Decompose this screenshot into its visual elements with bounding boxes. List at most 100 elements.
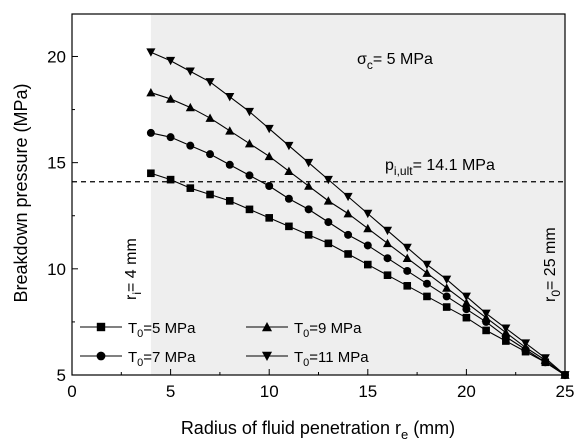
data-point-series-2 [382,238,393,248]
data-point-series-2 [146,88,156,97]
data-point-series-0 [442,303,451,311]
data-point-series-3 [225,93,235,102]
data-point-series-3 [205,78,215,87]
data-point-series-0 [482,326,490,335]
data-point-series-1 [324,218,333,227]
data-point-series-0 [344,250,352,258]
data-point-series-1 [186,141,195,150]
pi-ult-label: pi,ult= 14.1 MPa [385,157,495,178]
series-line-0 [150,172,566,376]
data-point-series-3 [481,309,491,318]
data-point-series-3 [442,275,452,285]
y-tick-label-10: 10 [47,260,66,279]
data-point-series-1 [344,230,353,239]
data-point-series-2 [363,223,373,233]
data-point-series-2 [422,268,432,277]
data-point-series-0 [403,282,412,290]
data-point-series-0 [186,184,195,192]
y-tick-label-20: 20 [47,47,66,66]
data-point-series-2 [225,126,235,135]
data-point-series-1 [245,171,254,180]
legend-marker-2 [96,351,106,361]
data-point-series-3 [363,209,373,219]
y-tick-label-15: 15 [47,154,66,173]
data-point-series-0 [285,222,293,231]
data-point-series-3 [501,324,511,333]
data-point-series-1 [403,266,412,275]
legend-item-t0-7: T0=7 MPa [128,349,196,369]
data-point-series-2 [402,253,412,263]
data-point-series-1 [422,279,431,288]
x-tick-label-25: 25 [556,382,575,401]
data-point-series-1 [304,205,313,214]
data-point-series-3 [521,339,531,348]
data-point-series-1 [166,133,175,142]
data-point-series-0 [502,337,510,345]
data-point-series-2 [185,102,195,112]
data-point-series-1 [146,128,155,137]
shaded-region [150,14,565,375]
plot-frame [71,13,566,376]
data-point-series-0 [265,214,273,222]
legend-marker-1 [261,321,273,332]
ri-annotation: ri= 4 mm [123,238,144,300]
data-point-series-2 [343,209,353,218]
data-point-series-1 [442,292,451,301]
data-point-series-0 [462,313,471,322]
data-point-series-2 [244,138,255,148]
data-point-series-3 [402,243,412,253]
data-point-series-1 [284,194,293,203]
data-point-series-2 [284,166,294,175]
y-axis-title: Breakdown pressure (MPa) [11,83,31,302]
data-point-series-3 [304,158,314,168]
x-tick-label-15: 15 [358,382,377,401]
data-point-series-1 [265,182,274,190]
legend-marker-3 [261,351,273,362]
data-point-series-2 [442,283,452,292]
data-point-series-1 [383,254,392,263]
x-axis-title: Radius of fluid penetration re (mm) [181,418,455,442]
data-point-series-2 [166,94,176,103]
data-point-series-2 [323,196,333,205]
series-line-3 [150,51,566,376]
x-tick-label-0: 0 [67,382,76,401]
legend-marker-0 [96,322,106,332]
data-point-series-3 [382,226,393,236]
data-point-series-0 [383,271,392,279]
data-point-series-3 [540,354,550,363]
data-point-series-0 [324,239,333,248]
y-tick-label-5: 5 [57,366,66,385]
series-line-2 [150,92,566,376]
data-point-series-3 [422,260,432,270]
data-point-series-0 [206,190,214,199]
legend-item-t0-9: T0=9 MPa [294,320,362,340]
data-point-series-2 [205,113,215,122]
data-point-series-0 [364,260,372,269]
data-point-series-3 [244,107,255,117]
data-point-series-3 [185,67,195,76]
data-point-series-0 [147,169,155,178]
data-point-series-3 [461,292,471,301]
plot-marks [71,48,570,380]
data-point-series-1 [462,305,471,314]
data-point-series-3 [343,192,353,202]
data-point-series-0 [225,197,234,205]
data-point-series-0 [304,231,313,239]
data-point-series-0 [166,175,175,184]
r0-annotation: r0= 25 mm [542,227,563,302]
data-point-series-3 [264,124,274,134]
data-point-series-2 [304,181,314,190]
data-point-series-0 [423,292,431,301]
series-line-1 [150,132,566,376]
sigma-annotation: σc= 5 MPa [357,51,433,72]
x-tick-label-5: 5 [166,382,175,401]
data-point-series-1 [363,241,372,250]
data-point-series-0 [245,205,254,214]
data-point-series-3 [166,56,176,66]
x-tick-label-10: 10 [260,382,279,401]
data-point-series-1 [206,150,215,159]
legend-item-t0-5: T0=5 MPa [128,320,196,340]
x-tick-label-20: 20 [457,382,476,401]
data-point-series-3 [323,175,333,185]
